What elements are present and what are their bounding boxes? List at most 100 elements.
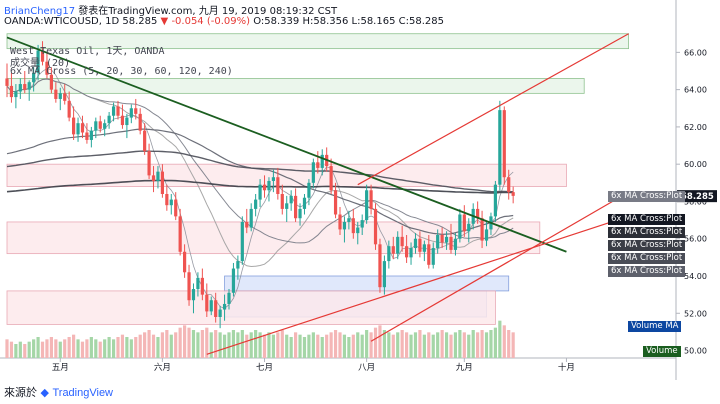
volume-bar [236, 332, 240, 358]
candle-body [129, 108, 133, 118]
candle-body [214, 300, 218, 317]
volume-bar [449, 334, 453, 358]
volume-bar [249, 332, 253, 358]
candle-body [418, 238, 422, 252]
volume-bar [471, 330, 475, 358]
candle-body [373, 208, 378, 245]
volume-bar [440, 330, 444, 358]
candle-body [267, 180, 271, 191]
footer: 來源於 ◆ TradingView [4, 384, 113, 400]
ohlc-values: O:58.339 H:58.356 L:58.165 C:58.285 [253, 16, 444, 27]
y-tick-label: 56.00 [684, 235, 707, 244]
ma-120-line [6, 150, 514, 193]
volume-bar [476, 332, 480, 358]
candle-body [178, 216, 182, 252]
volume-bar [80, 341, 85, 358]
volume-bar [458, 330, 462, 358]
candle-body [120, 115, 125, 126]
volume-bar [67, 337, 71, 358]
volume-bar [58, 341, 62, 358]
price-axis-tag: 6x MA Cross:Plot [608, 266, 686, 277]
volume-bar [498, 320, 502, 358]
volume-bar [111, 339, 116, 358]
candle-body [387, 246, 391, 262]
candle-body [422, 244, 426, 252]
candle-body [116, 106, 120, 116]
candle-body [218, 309, 222, 317]
last-price: 58.285 [122, 16, 158, 27]
volume-bar [320, 337, 324, 358]
volume-bar [9, 341, 14, 358]
volume-bar [156, 337, 160, 358]
volume-bar [125, 337, 129, 358]
candle-body [356, 227, 360, 234]
candle-body [222, 303, 227, 310]
candle-body [449, 236, 453, 250]
price-axis-tag: Volume [643, 346, 681, 357]
tradingview-brand[interactable]: TradingView [52, 387, 114, 399]
price-axis-tag: 6x MA Cross:Plot [608, 240, 686, 251]
volume-bar [49, 337, 53, 358]
candle-body [467, 223, 471, 232]
volume-bar [178, 327, 182, 358]
candle-body [498, 110, 502, 185]
volume-bar [134, 337, 138, 358]
candle-body [245, 221, 249, 228]
candle-body [382, 261, 386, 288]
volume-bar [165, 330, 169, 358]
candle-body [409, 248, 413, 258]
y-tick-label: 54.00 [684, 272, 707, 281]
volume-bar [369, 332, 373, 358]
author-link[interactable]: BrianCheng17 [4, 6, 76, 17]
x-tick-label: 五月 [52, 363, 69, 373]
volume-bar [480, 330, 484, 358]
volume-bar [89, 337, 93, 358]
candle-body [36, 50, 40, 73]
volume-bar [409, 334, 413, 358]
legend-ma-cross[interactable]: 6x MA Cross (5, 20, 30, 60, 120, 240) [10, 66, 233, 77]
volume-bar [138, 334, 142, 358]
candle-body [94, 121, 98, 131]
volume-bar [462, 332, 466, 358]
candle-body [507, 177, 511, 193]
candle-body [431, 248, 435, 265]
volume-bar [174, 332, 178, 358]
candle-body [502, 110, 506, 178]
volume-bar [302, 337, 307, 358]
candle-body [289, 195, 293, 204]
volume-bar [427, 332, 431, 358]
volume-bar [27, 341, 31, 358]
candle-body [23, 84, 27, 90]
candle-body [511, 192, 515, 196]
candle-body [436, 235, 440, 249]
candle-body [45, 61, 49, 75]
legend-volume[interactable]: 成交量 (20) [10, 58, 71, 69]
volume-bar [276, 332, 280, 358]
legend-series[interactable]: West Texas Oil, 1天, OANDA [10, 46, 165, 57]
candle-body [329, 166, 333, 191]
candle-body [209, 300, 213, 312]
candle-body [484, 229, 489, 241]
candle-body [280, 194, 284, 209]
volume-bar [129, 339, 133, 358]
candle-body [365, 190, 369, 221]
volume-bar [356, 332, 360, 358]
y-tick-label: 60.00 [684, 160, 707, 169]
volume-bar [347, 337, 351, 358]
candle-body [151, 175, 156, 181]
volume-bar [183, 325, 187, 358]
volume-bar [14, 344, 18, 358]
volume-bar [391, 334, 395, 358]
volume-bar [271, 334, 275, 358]
volume-bar [85, 339, 89, 358]
volume-bar [116, 337, 120, 358]
volume-bar [484, 332, 489, 358]
x-tick-label: 七月 [256, 363, 273, 373]
candle-body [480, 218, 484, 241]
candle-body [98, 121, 102, 129]
volume-bar [262, 334, 267, 358]
volume-bar [143, 332, 147, 358]
volume-bar [373, 327, 378, 358]
volume-bar [72, 334, 76, 358]
